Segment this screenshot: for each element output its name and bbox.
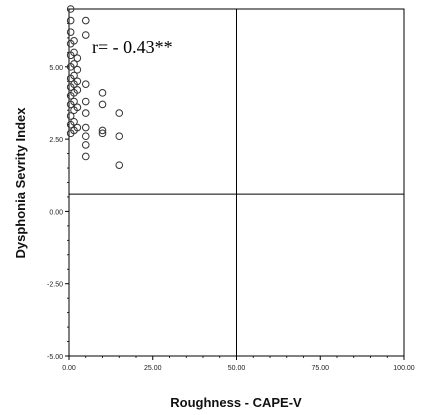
data-point	[73, 77, 82, 86]
data-point	[66, 5, 75, 13]
reference-lines	[69, 9, 404, 356]
y-tick-label: 2.50	[49, 137, 63, 144]
data-point	[73, 65, 82, 74]
data-point	[70, 37, 78, 45]
data-point	[73, 86, 82, 94]
data-point	[98, 126, 107, 135]
data-point	[81, 123, 90, 132]
correlation-annotation: r= - 0.43**	[92, 37, 173, 57]
data-point	[81, 141, 90, 149]
data-point	[81, 16, 90, 25]
data-point	[73, 103, 82, 112]
data-point	[70, 71, 78, 80]
x-axis-title: Roughness - CAPE-V	[170, 395, 302, 410]
data-point	[66, 112, 75, 120]
data-point	[98, 100, 107, 109]
data-point	[70, 97, 78, 106]
data-point	[81, 80, 90, 88]
data-point	[73, 54, 82, 62]
data-points	[66, 5, 124, 169]
data-point	[81, 31, 90, 39]
data-point	[66, 28, 75, 36]
data-point	[81, 109, 90, 117]
data-point	[81, 152, 90, 161]
data-point	[66, 16, 75, 25]
x-tick-label: 50.00	[228, 365, 246, 372]
data-point	[70, 60, 78, 68]
x-tick-label: 75.00	[311, 365, 329, 372]
data-point	[115, 109, 124, 117]
x-tick-label: 25.00	[144, 365, 162, 372]
data-point	[70, 117, 78, 126]
x-tick-label: 0.00	[62, 365, 76, 372]
y-tick-label: 5.00	[49, 65, 63, 72]
data-point	[98, 129, 107, 138]
y-tick-label: -2.50	[47, 282, 63, 289]
data-point	[73, 123, 82, 132]
y-axis-title: Dysphonia Sevrity Index	[13, 107, 28, 259]
data-point	[70, 48, 78, 57]
axes: 0.00 25.00 50.00 75.00 100.00 -5.00 -2.50 0.00 2…	[47, 8, 415, 372]
x-tick-label: 100.00	[393, 365, 415, 372]
data-point	[115, 132, 124, 141]
data-point	[115, 161, 124, 169]
data-point	[81, 132, 90, 141]
y-tick-label: -5.00	[47, 354, 63, 361]
data-point	[81, 97, 90, 106]
data-point	[98, 89, 107, 97]
y-tick-label: 0.00	[49, 209, 63, 216]
